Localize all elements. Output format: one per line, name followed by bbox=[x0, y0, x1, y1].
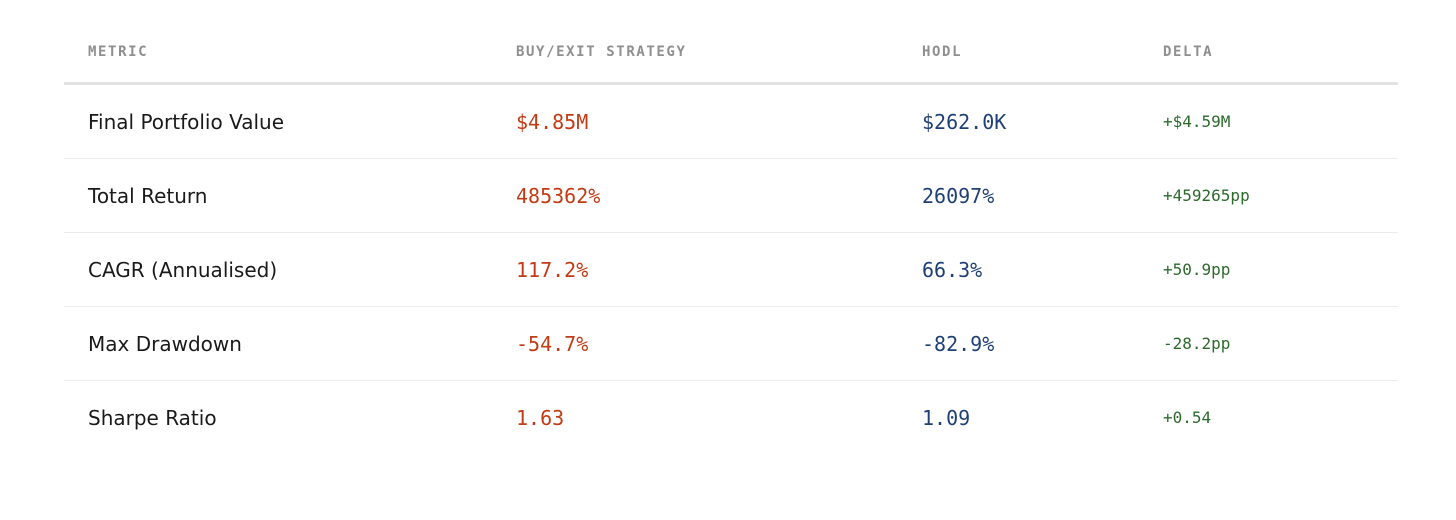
strategy-value-cell: $4.85M bbox=[492, 83, 898, 159]
table-row: Final Portfolio Value $4.85M $262.0K +$4… bbox=[64, 83, 1398, 159]
table-body: Final Portfolio Value $4.85M $262.0K +$4… bbox=[64, 83, 1398, 455]
header-hodl: HODL bbox=[898, 22, 1139, 85]
header-metric: METRIC bbox=[64, 22, 492, 85]
table-row: Total Return 485362% 26097% +459265pp bbox=[64, 158, 1398, 233]
metric-cell: Final Portfolio Value bbox=[64, 83, 492, 159]
hodl-value-cell: 1.09 bbox=[922, 405, 971, 430]
delta-value-cell: -28.2pp bbox=[1139, 306, 1398, 381]
table-row: CAGR (Annualised) 117.2% 66.3% +50.9pp bbox=[64, 232, 1398, 307]
header-buy-exit-strategy: BUY/EXIT STRATEGY bbox=[492, 22, 898, 85]
metric-cell: Total Return bbox=[64, 158, 492, 233]
metric-cell: CAGR (Annualised) bbox=[64, 232, 492, 307]
comparison-table-container: METRIC BUY/EXIT STRATEGY HODL DELTA Fina… bbox=[64, 22, 1398, 454]
strategy-value-cell: 1.63 bbox=[516, 405, 565, 430]
delta-value-cell: +$4.59M bbox=[1139, 83, 1398, 159]
metric-cell: Max Drawdown bbox=[64, 306, 492, 381]
header-delta: DELTA bbox=[1139, 22, 1398, 85]
hodl-value-cell: $262.0K bbox=[898, 83, 1139, 159]
delta-value-cell: +0.54 bbox=[1163, 408, 1212, 427]
header-row: METRIC BUY/EXIT STRATEGY HODL DELTA bbox=[64, 22, 1398, 85]
delta-value-cell: +50.9pp bbox=[1139, 232, 1398, 307]
delta-value-cell: +459265pp bbox=[1139, 158, 1398, 233]
metric-cell: Sharpe Ratio bbox=[88, 405, 217, 430]
hodl-value-cell: -82.9% bbox=[898, 306, 1139, 381]
strategy-value-cell: -54.7% bbox=[492, 306, 898, 381]
hodl-value-cell: 66.3% bbox=[898, 232, 1139, 307]
table-header: METRIC BUY/EXIT STRATEGY HODL DELTA bbox=[64, 22, 1398, 85]
strategy-value-cell: 117.2% bbox=[492, 232, 898, 307]
comparison-table: METRIC BUY/EXIT STRATEGY HODL DELTA Fina… bbox=[64, 22, 1398, 454]
hodl-value-cell: 26097% bbox=[898, 158, 1139, 233]
table-row: Max Drawdown -54.7% -82.9% -28.2pp bbox=[64, 306, 1398, 381]
strategy-value-cell: 485362% bbox=[492, 158, 898, 233]
table-row: Sharpe Ratio 1.63 1.09 +0.54 bbox=[64, 381, 1398, 455]
